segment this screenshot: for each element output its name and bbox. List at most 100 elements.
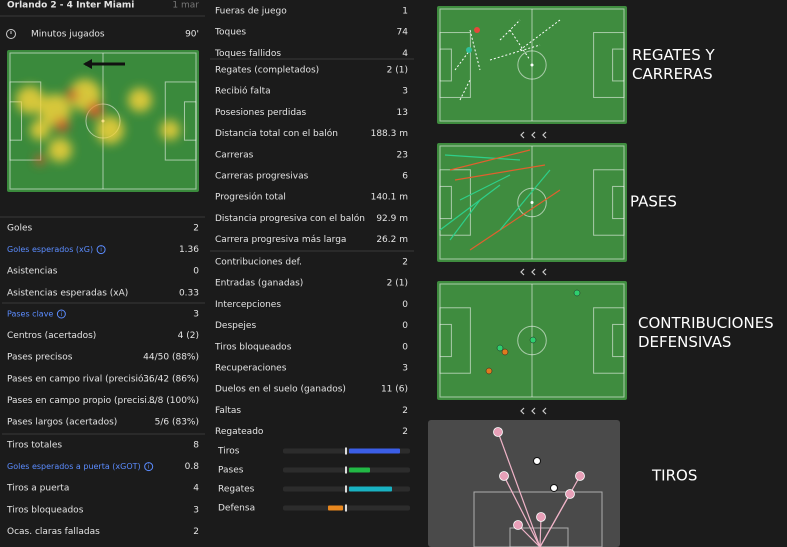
panel-title: PASES (630, 193, 677, 211)
pitch-line (509, 527, 569, 547)
bar-label: Pases (218, 466, 244, 476)
run-line (519, 19, 561, 51)
stat-value: 0 (402, 300, 408, 310)
pass-line (449, 149, 531, 171)
stat-label: Intercepciones (215, 300, 281, 310)
shot-line (539, 516, 542, 547)
stat-label: Goles (7, 224, 33, 234)
stat-label: Carreras (215, 150, 254, 160)
stat-value: 3 (193, 505, 199, 515)
stat-value: 0 (402, 342, 408, 352)
stat-label: Goles esperados a puerta (xGOT) (7, 462, 141, 471)
pass-line (454, 164, 546, 181)
minutes-value: 90' (185, 30, 199, 40)
pitch-line (612, 48, 625, 82)
chevron (531, 268, 536, 276)
stat-value: 44/50 (88%) (143, 353, 199, 363)
info-icon-i: i (100, 247, 102, 254)
stat-label: Posesiones perdidas (215, 108, 307, 118)
stat-label: Recibió falta (215, 86, 271, 97)
def-dot (485, 367, 493, 375)
bar-marker (345, 447, 347, 455)
pitch-line (183, 101, 197, 141)
stat-value: 8 (193, 441, 199, 451)
bar-fill (349, 467, 370, 473)
shot-map (428, 420, 620, 547)
stat-label: Tiros bloqueados (6, 505, 84, 515)
info-icon (96, 245, 106, 255)
stat-value: 6 (402, 172, 408, 182)
stat-value: 2 (402, 406, 408, 416)
stat-label: Fueras de juego (215, 7, 287, 17)
pitch-line (517, 187, 547, 218)
stat-label: Progresión total (215, 192, 286, 203)
pass-line (449, 199, 481, 241)
panel-title: DEFENSIVAS (638, 333, 731, 351)
pitch-line (439, 185, 452, 220)
stat-value: 188.3 m (371, 129, 408, 139)
stat-label: Regates (completados) (215, 66, 319, 76)
stat-label: Regateado (215, 427, 264, 437)
shot-line (539, 493, 571, 547)
stat-value: 2 (402, 427, 408, 437)
stat-label: Asistencias esperadas (xA) (7, 288, 128, 298)
stat-value: 4 (193, 484, 199, 494)
pass-line (439, 184, 501, 231)
stat-label: Recuperaciones (215, 364, 287, 374)
pitch-spot (530, 63, 534, 67)
info-icon (56, 309, 66, 319)
stat-value: 11 (6) (381, 385, 408, 395)
stat-label: Asistencias (7, 267, 58, 277)
stat-label: Entradas (ganadas) (215, 279, 303, 289)
bar-fill (349, 448, 400, 454)
def-dot (529, 336, 537, 344)
stat-value: 4 (402, 49, 408, 59)
def-dot (501, 348, 509, 356)
pass-line (469, 189, 561, 251)
pitch-line (517, 325, 547, 356)
shot-dot (565, 489, 575, 499)
pitch-line (612, 323, 625, 358)
stat-label: Tiros bloqueados (214, 342, 292, 352)
heat-blob (48, 138, 72, 162)
bar-marker (345, 504, 347, 512)
stat-value: 1.36 (179, 245, 199, 255)
stat-value: 26.2 m (376, 235, 408, 245)
stat-label: Toques fallidos (214, 49, 281, 59)
stat-value: 74 (397, 28, 409, 38)
bar-label: Defensa (218, 504, 255, 514)
chevron (520, 407, 525, 415)
direction-arrow-head (83, 59, 92, 69)
stat-label: Tiros totales (6, 441, 62, 451)
shot-dot (499, 471, 509, 481)
stat-value: 2 (402, 258, 408, 268)
heat-blob (87, 102, 103, 118)
stat-label: Distancia progresiva con el balón (215, 213, 365, 224)
stat-label: Goles esperados (xG) (7, 245, 93, 254)
stat-value: 13 (397, 108, 408, 118)
run-line (454, 49, 471, 71)
stat-value: 3 (402, 364, 408, 374)
heat-blob (30, 120, 50, 140)
stat-label: Carrera progresiva más larga (215, 235, 346, 245)
chevron (531, 131, 536, 139)
panel-title: REGATES Y (632, 46, 716, 64)
stat-value: 23 (397, 150, 408, 160)
chevron (520, 131, 525, 139)
def-dot (573, 289, 581, 297)
stat-value: 3 (193, 310, 199, 320)
pitch-line (473, 491, 603, 547)
minutes-label: Minutos jugados (31, 30, 105, 40)
stopwatch-icon (6, 29, 16, 39)
stat-label: Carreras progresivas (215, 172, 309, 182)
stat-label: Distancia total con el balón (215, 128, 338, 139)
stat-value: 4 (2) (178, 331, 199, 341)
panel-title: CARRERAS (632, 65, 713, 83)
stat-value: 1 (402, 7, 408, 17)
info-icon (144, 462, 154, 472)
heat-blob (160, 120, 180, 140)
stat-value: 3 (402, 87, 408, 97)
run-line (489, 44, 541, 61)
stat-value: 140.1 m (371, 193, 408, 203)
